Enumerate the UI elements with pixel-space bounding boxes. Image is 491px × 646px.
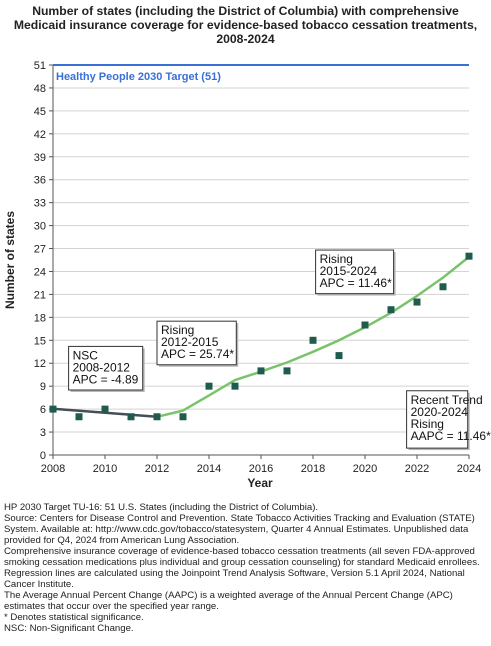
y-tick-label-39: 39 [34, 152, 46, 164]
data-point-2009 [75, 413, 83, 421]
annotation-4-line-1: Recent Trend [411, 393, 483, 407]
annotation-frame-3 [315, 249, 395, 295]
y-axis-title: Number of states [3, 211, 17, 309]
chart-title: Number of states (including the District… [0, 4, 491, 46]
data-point-2022 [413, 298, 421, 306]
annotation-3-line-3: APC = 11.46* [320, 276, 392, 290]
data-point-2014 [205, 382, 213, 390]
footnote-regression: Regression lines are calculated using th… [4, 568, 465, 590]
data-point-2010 [101, 405, 109, 413]
footnote-definition: Comprehensive insurance coverage of evid… [4, 546, 480, 568]
annotation-1-line-1: NSC [73, 348, 99, 362]
annotation-4-line-3: Rising [411, 417, 444, 431]
y-tick-label-27: 27 [34, 244, 46, 256]
data-point-2013 [179, 413, 187, 421]
data-point-2024 [465, 252, 473, 260]
data-points [49, 252, 473, 421]
y-tick-label-18: 18 [34, 312, 46, 324]
y-tick-label-0: 0 [40, 450, 46, 462]
annotation-4-line-4: AAPC = 11.46* [411, 429, 491, 443]
y-tick-label-6: 6 [40, 404, 46, 416]
y-tick-label-12: 12 [34, 358, 46, 370]
annotation-2-line-3: APC = 25.74* [161, 347, 234, 361]
chart-title-line-1: Number of states (including the District… [32, 4, 459, 18]
x-tick-label-2014: 2014 [197, 463, 221, 475]
annotation-2-line-2: 2012-2015 [161, 335, 219, 349]
chart-title-line-3: 2008-2024 [216, 32, 275, 46]
x-tick-label-2018: 2018 [301, 463, 325, 475]
x-tick-label-2016: 2016 [249, 463, 273, 475]
data-point-2023 [439, 283, 447, 291]
annotation-3-line-1: Rising [320, 252, 353, 266]
data-point-2008 [49, 405, 57, 413]
y-tick-label-36: 36 [34, 175, 46, 187]
x-axis-title: Year [247, 476, 273, 490]
annotation-1-line-2: 2008-2012 [73, 360, 131, 374]
target-label: Healthy People 2030 Target (51) [56, 71, 221, 83]
y-tick-label-30: 30 [34, 221, 46, 233]
x-tick-label-2010: 2010 [93, 463, 117, 475]
x-tick-label-2020: 2020 [353, 463, 377, 475]
footnotes: HP 2030 Target TU-16: 51 U.S. States (in… [4, 502, 488, 634]
data-point-2017 [283, 367, 291, 375]
annotation-frame-1 [68, 345, 144, 391]
x-tick-label-2008: 2008 [41, 463, 65, 475]
y-tick-label-48: 48 [34, 83, 46, 95]
chart-title-line-2: Medicaid insurance coverage for evidence… [13, 18, 478, 32]
annotation-2-line-1: Rising [161, 323, 194, 337]
data-point-2016 [257, 367, 265, 375]
y-tick-label-51: 51 [34, 60, 46, 72]
footnote-target: HP 2030 Target TU-16: 51 U.S. States (in… [4, 502, 319, 513]
y-tick-label-42: 42 [34, 129, 46, 141]
y-tick-label-21: 21 [34, 289, 46, 301]
footnote-significance: * Denotes statistical significance. [4, 612, 144, 623]
footnote-aapc: The Average Annual Percent Change (AAPC)… [4, 590, 453, 612]
data-point-2021 [387, 306, 395, 314]
data-point-2015 [231, 382, 239, 390]
y-tick-label-24: 24 [34, 266, 46, 278]
data-point-2020 [361, 321, 369, 329]
data-point-2011 [127, 413, 135, 421]
annotation-4-line-2: 2020-2024 [411, 405, 469, 419]
annotation-3-line-2: 2015-2024 [320, 264, 378, 278]
y-tick-label-33: 33 [34, 198, 46, 210]
target-line-group: Healthy People 2030 Target (51) [53, 64, 469, 83]
data-point-2018 [309, 336, 317, 344]
trend-line-1 [52, 407, 158, 419]
annotation-1-line-3: APC = -4.89 [73, 372, 139, 386]
annotation-frame-2 [156, 320, 237, 366]
data-point-2012 [153, 413, 161, 421]
x-tick-label-2024: 2024 [457, 463, 481, 475]
data-point-2019 [335, 352, 343, 360]
footnote-source: Source: Centers for Disease Control and … [4, 513, 475, 546]
x-tick-label-2012: 2012 [145, 463, 169, 475]
y-tick-label-15: 15 [34, 335, 46, 347]
annotation-frame-4 [406, 390, 469, 449]
x-tick-label-2022: 2022 [405, 463, 429, 475]
trend-lines [52, 255, 470, 419]
trend-line-2 [156, 255, 470, 419]
y-tick-label-9: 9 [40, 381, 46, 393]
footnote-nsc: NSC: Non-Significant Change. [4, 623, 134, 634]
y-tick-label-45: 45 [34, 106, 46, 118]
y-tick-label-3: 3 [40, 427, 46, 439]
